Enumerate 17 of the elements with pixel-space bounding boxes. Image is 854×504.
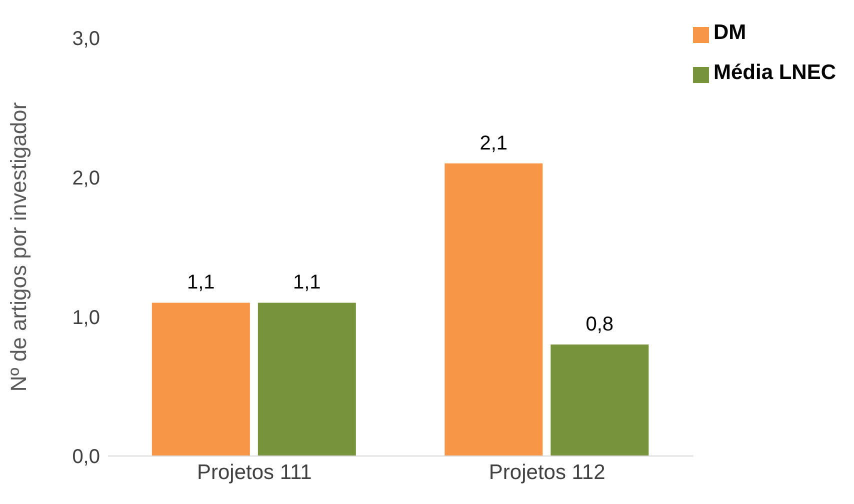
- y-tick-label: 0,0: [72, 446, 100, 468]
- data-label: 2,1: [480, 132, 508, 154]
- x-tick-label: Projetos 112: [488, 460, 606, 484]
- data-label: 0,8: [586, 314, 614, 336]
- legend-label: DM: [713, 21, 746, 44]
- bar: [444, 163, 543, 456]
- y-axis-title: Nº de artigos por investigador: [6, 102, 31, 392]
- y-tick-label: 3,0: [72, 28, 100, 50]
- bar: [152, 302, 250, 456]
- bar: [258, 302, 356, 456]
- bar: [550, 344, 649, 456]
- y-tick-label: 1,0: [72, 306, 100, 329]
- x-tick-label: Projetos 111: [196, 460, 312, 484]
- data-label: 1,1: [293, 272, 321, 294]
- legend-label: Média LNEC: [713, 61, 836, 84]
- y-tick-label: 2,0: [72, 167, 100, 190]
- data-label: 1,1: [187, 272, 215, 294]
